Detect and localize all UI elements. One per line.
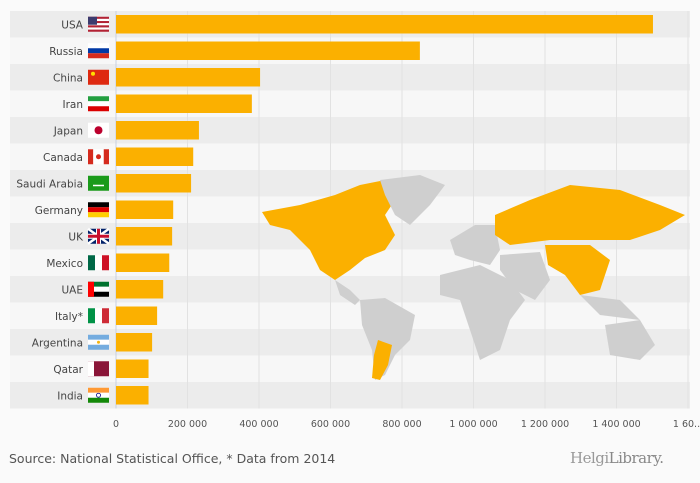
flag-de-icon <box>88 202 109 218</box>
map-russia <box>495 185 685 245</box>
x-tick-label: 400 000 <box>239 419 278 430</box>
flag-jp-icon <box>88 122 109 138</box>
map-middle-east <box>500 252 550 300</box>
row-background <box>10 329 690 356</box>
flag-mx-icon <box>88 255 109 271</box>
row-background <box>10 302 690 329</box>
category-label: Canada <box>43 152 83 164</box>
map-africa <box>440 265 525 360</box>
bar[interactable] <box>116 333 153 352</box>
bar[interactable] <box>116 200 174 220</box>
row-background <box>10 64 690 91</box>
flag-cn-icon <box>88 69 109 85</box>
map-north-america <box>262 180 395 280</box>
flag-ru-icon <box>88 43 109 59</box>
category-label: Iran <box>62 99 83 111</box>
bar[interactable] <box>116 306 158 326</box>
category-label: Russia <box>49 46 83 58</box>
helgilibrary-logo[interactable]: HelgiLibrary. <box>570 449 664 467</box>
flag-it-icon <box>88 308 109 324</box>
flag-ar-icon <box>88 334 109 350</box>
category-label: UAE <box>61 284 83 296</box>
category-label: Japan <box>53 125 83 137</box>
x-tick-label: 1 400 000 <box>592 419 640 430</box>
map-greenland <box>380 175 445 225</box>
bar[interactable] <box>116 94 252 114</box>
category-label: Germany <box>35 205 83 217</box>
source-note: Source: National Statistical Office, * D… <box>9 451 336 466</box>
x-tick-label: 1 000 000 <box>449 419 497 430</box>
flag-ae-icon <box>88 281 109 297</box>
flag-gb-icon <box>87 227 110 245</box>
logo-text-b: Library. <box>608 449 664 467</box>
category-label: Argentina <box>32 337 83 349</box>
x-tick-label: 200 000 <box>168 419 207 430</box>
bar[interactable] <box>116 280 164 299</box>
category-label: Mexico <box>46 258 83 270</box>
category-label: India <box>57 390 83 402</box>
bar[interactable] <box>116 386 149 405</box>
bar[interactable] <box>116 174 192 193</box>
bar[interactable] <box>116 253 170 273</box>
category-label: Saudi Arabia <box>16 178 83 190</box>
flag-ir-icon <box>88 96 109 112</box>
map-argentina <box>372 340 392 380</box>
row-background <box>10 90 690 117</box>
bar[interactable] <box>116 147 194 167</box>
flag-qa-icon <box>88 361 109 377</box>
bar[interactable] <box>116 121 199 140</box>
flag-sa-icon <box>88 175 109 191</box>
x-tick-label: 600 000 <box>311 419 350 430</box>
flag-us-icon <box>88 16 109 32</box>
bar[interactable] <box>116 15 653 34</box>
bar[interactable] <box>116 68 261 87</box>
x-tick-label: 1 200 000 <box>521 419 569 430</box>
map-southeast-asia <box>580 295 640 320</box>
category-label: China <box>53 72 83 84</box>
category-label: USA <box>61 19 84 31</box>
map-europe <box>450 225 500 265</box>
row-background <box>10 143 690 170</box>
map-australia <box>605 320 655 360</box>
map-asia-highlight <box>545 245 610 295</box>
x-tick-label: 800 000 <box>382 419 421 430</box>
bar[interactable] <box>116 227 173 246</box>
category-label: UK <box>68 231 84 243</box>
x-tick-label: 1 60... <box>673 419 700 430</box>
world-map <box>262 175 685 380</box>
flag-ca-icon <box>88 149 109 165</box>
bar-chart: USA Russia China Iran Japan Canada Saudi Arabi… <box>10 11 700 430</box>
bar[interactable] <box>116 359 149 379</box>
x-tick-label: 0 <box>113 419 119 430</box>
category-label: Italy* <box>55 311 83 323</box>
category-label: Qatar <box>53 364 83 376</box>
logo-text-a: Helgi <box>570 449 609 467</box>
map-central-america <box>335 280 360 305</box>
flag-in-icon <box>88 387 109 403</box>
row-background <box>10 382 690 409</box>
bar[interactable] <box>116 41 420 61</box>
row-background <box>10 117 690 144</box>
row-background <box>10 355 690 382</box>
